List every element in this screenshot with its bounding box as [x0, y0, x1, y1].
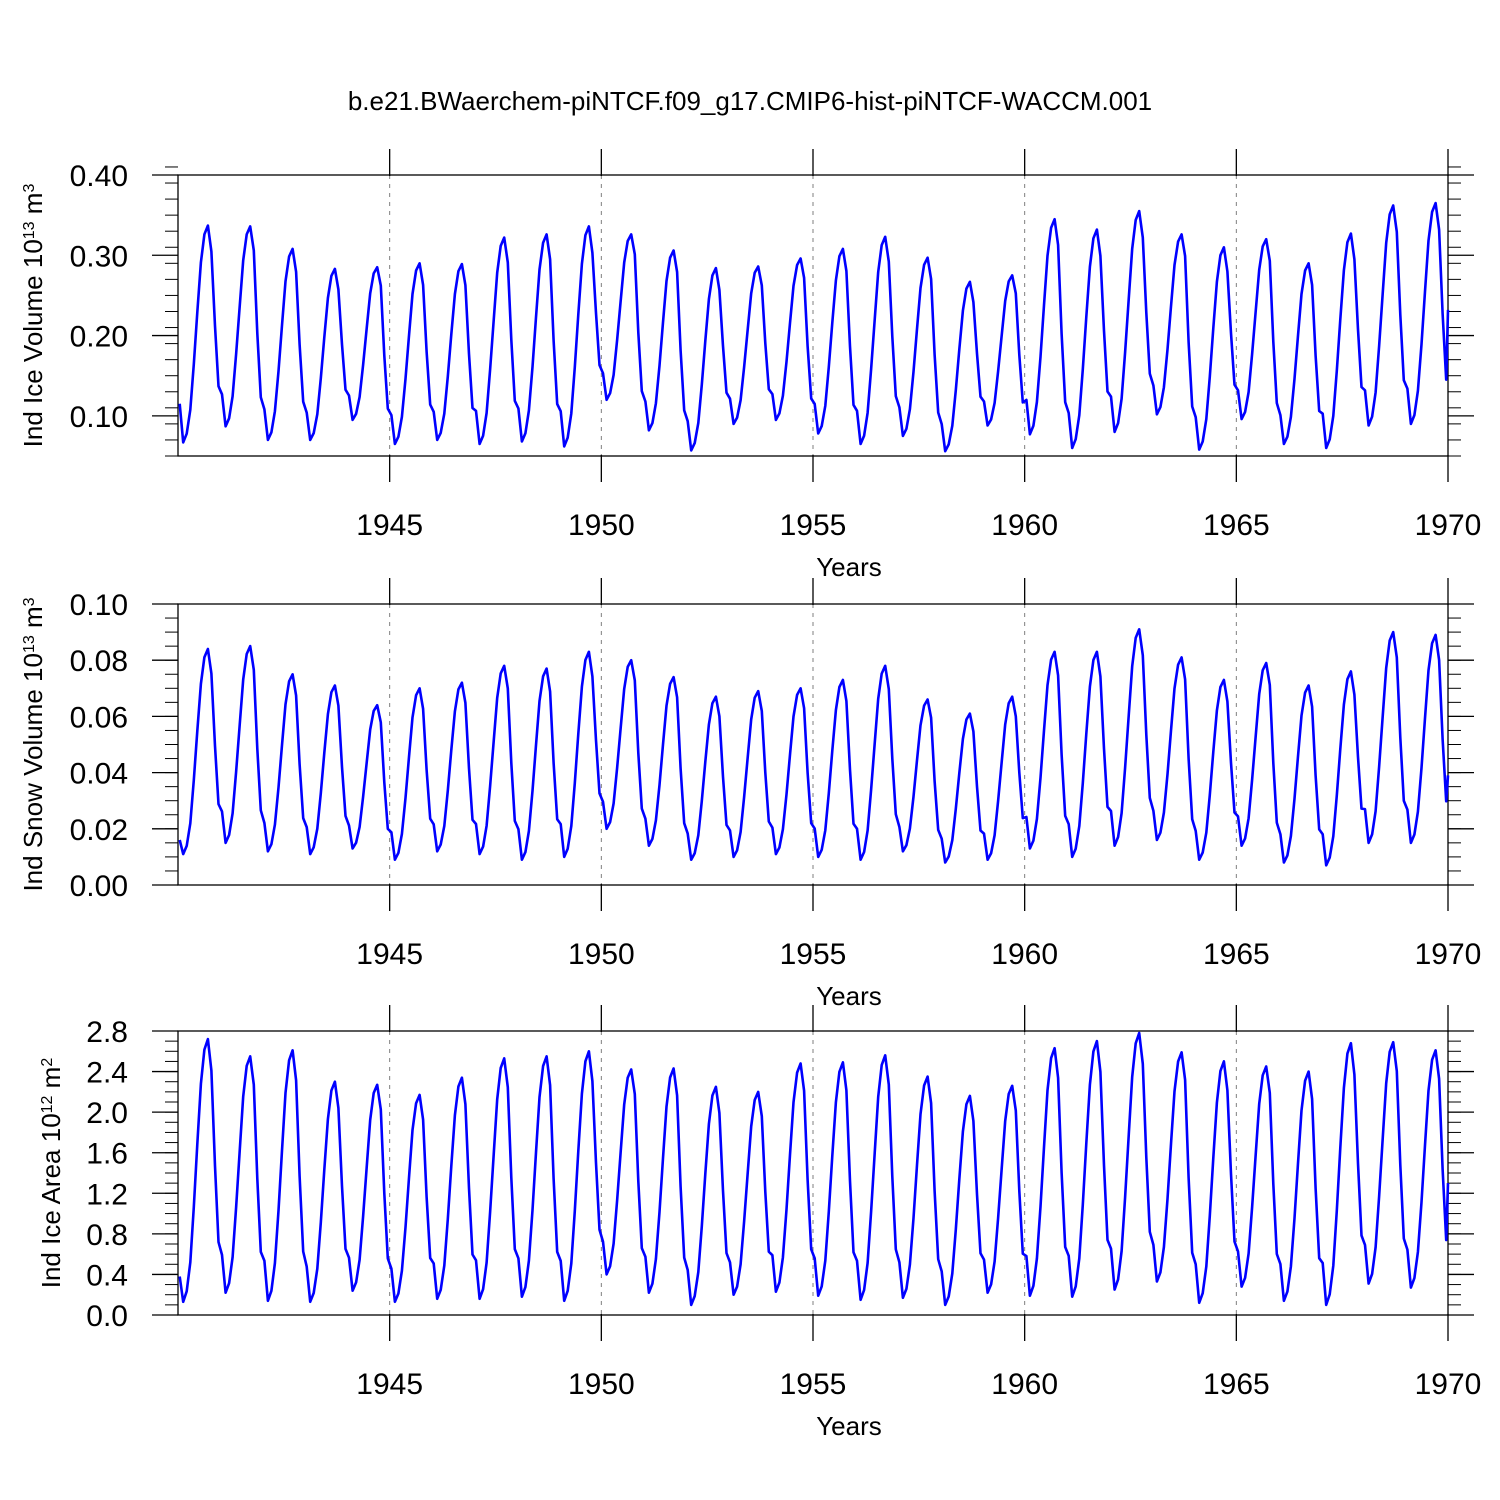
- y-tick-label: 0.00: [70, 870, 128, 903]
- x-tick-label: 1965: [1203, 1368, 1270, 1401]
- x-tick-label: 1970: [1415, 1368, 1482, 1401]
- x-axis-title: Years: [816, 1411, 882, 1441]
- x-tick-label: 1955: [780, 1368, 847, 1401]
- x-tick-label: 1960: [991, 509, 1058, 542]
- y-tick-label: 0.30: [70, 240, 128, 273]
- x-tick-label: 1950: [568, 938, 635, 971]
- x-tick-label: 1950: [568, 509, 635, 542]
- y-axis-title: Ind Ice Area 1012 m2: [36, 1058, 66, 1289]
- plot-frame: [177, 1030, 1449, 1316]
- x-axis-title: Years: [816, 552, 882, 582]
- plot-frame: [177, 603, 1449, 886]
- y-tick-label: 2.0: [86, 1097, 128, 1130]
- y-tick-label: 0.08: [70, 645, 128, 678]
- y-tick-label: 0.20: [70, 321, 128, 354]
- series-line-ice-area: [178, 1031, 1450, 1307]
- y-tick-label: 0.40: [70, 160, 128, 193]
- x-tick-label: 1965: [1203, 509, 1270, 542]
- x-tick-label: 1950: [568, 1368, 635, 1401]
- x-tick-label: 1955: [780, 938, 847, 971]
- y-tick-label: 1.2: [86, 1178, 128, 1211]
- panel-snow-volume: 0.00 0.02 0.04 0.06 0.08 0.10 1945 1950 1955 1960…: [18, 578, 1481, 1011]
- y-tick-label: 0.04: [70, 758, 128, 791]
- y-tick-label: 0.4: [86, 1259, 128, 1292]
- series-line-snow-volume: [178, 627, 1450, 867]
- y-tick-label: 2.8: [86, 1016, 128, 1049]
- y-tick-label: 2.4: [86, 1057, 128, 1090]
- y-tick-label: 0.10: [70, 589, 128, 622]
- x-tick-label: 1955: [780, 509, 847, 542]
- y-axis-title: Ind Snow Volume 1013 m3: [18, 597, 48, 891]
- x-tick-label: 1970: [1415, 938, 1482, 971]
- x-tick-label: 1965: [1203, 938, 1270, 971]
- y-tick-label: 0.10: [70, 401, 128, 434]
- y-tick-label: 0.8: [86, 1219, 128, 1252]
- x-tick-label: 1960: [991, 1368, 1058, 1401]
- x-tick-label: 1945: [356, 1368, 423, 1401]
- x-tick-label: 1970: [1415, 509, 1482, 542]
- y-tick-label: 0.02: [70, 814, 128, 847]
- panels: 0.10 0.20 0.30 0.40 1945 1950 1955 1960 1965 1970…: [18, 149, 1481, 1441]
- x-tick-label: 1945: [356, 938, 423, 971]
- y-tick-label: 1.6: [86, 1138, 128, 1171]
- x-axis-title: Years: [816, 981, 882, 1011]
- figure-title: b.e21.BWaerchem-piNTCF.f09_g17.CMIP6-his…: [348, 86, 1152, 116]
- x-tick-label: 1960: [991, 938, 1058, 971]
- x-tick-label: 1945: [356, 509, 423, 542]
- y-axis-title: Ind Ice Volume 1013 m3: [18, 184, 48, 448]
- panel-ice-volume: 0.10 0.20 0.30 0.40 1945 1950 1955 1960 1965 1970…: [18, 149, 1481, 582]
- y-tick-label: 0.06: [70, 701, 128, 734]
- series-line-ice-volume: [178, 201, 1450, 453]
- panel-ice-area: 0.0 0.4 0.8 1.2 1.6 2.0 2.4 2.8 1945 1950 1955 1960…: [36, 1005, 1481, 1441]
- y-tick-label: 0.0: [86, 1300, 128, 1333]
